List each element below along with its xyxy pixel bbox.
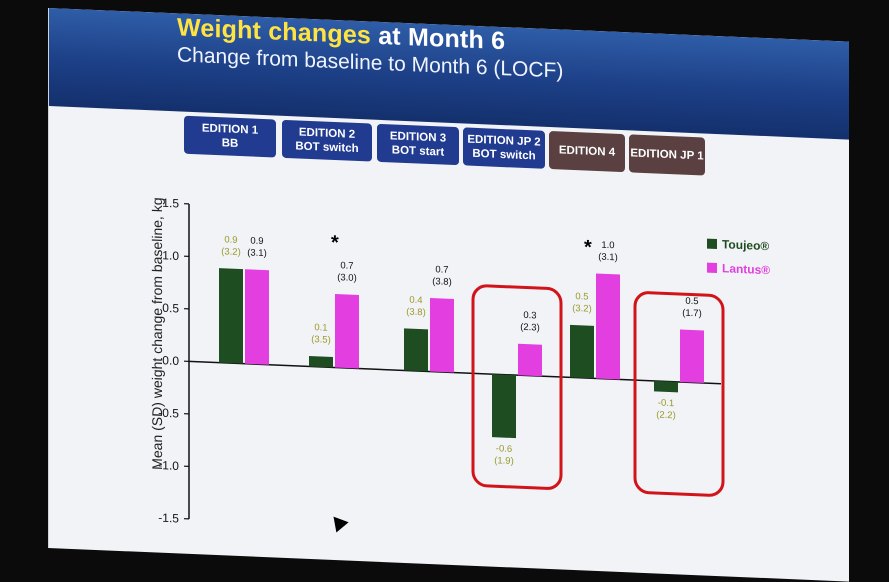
sd-label-toujeo-4: (1.9) (494, 455, 514, 467)
sd-label-lantus-1: (3.1) (247, 247, 267, 259)
data-label-toujeo-1: 0.9 (224, 234, 237, 246)
sd-label-lantus-4: (2.3) (520, 322, 540, 334)
sd-label-lantus-2: (3.0) (337, 272, 357, 284)
legend-swatch-lantus (707, 263, 717, 273)
legend-swatch-toujeo (707, 239, 717, 249)
bar-toujeo-4 (492, 374, 516, 438)
data-label-lantus-5: 1.0 (601, 240, 614, 252)
data-label-toujeo-5: 0.5 (575, 291, 588, 303)
highlight-box-6 (635, 292, 723, 496)
bar-toujeo-2 (309, 356, 333, 368)
data-label-lantus-4: 0.3 (523, 310, 536, 322)
y-tick-label: -1.5 (158, 511, 179, 526)
bar-lantus-6 (680, 329, 704, 383)
data-label-lantus-6: 0.5 (685, 296, 698, 308)
slide: Weight changes at Month 6 Change from ba… (48, 8, 849, 582)
highlight-box-4 (473, 285, 561, 489)
y-tick-label: 0.0 (162, 353, 179, 368)
bar-toujeo-5 (570, 325, 594, 379)
legend-label-toujeo: Toujeo® (722, 237, 769, 253)
data-label-toujeo-4: -0.6 (496, 443, 512, 455)
y-tick-label: 0.5 (162, 301, 179, 316)
bar-lantus-4 (518, 344, 542, 377)
y-tick-label: -0.5 (158, 406, 179, 421)
sd-label-toujeo-2: (3.5) (311, 334, 331, 346)
data-label-toujeo-2: 0.1 (314, 322, 327, 334)
data-label-lantus-2: 0.7 (340, 260, 353, 272)
bar-toujeo-3 (404, 328, 428, 371)
y-tick-label: 1.0 (162, 248, 179, 263)
data-label-lantus-1: 0.9 (250, 235, 263, 247)
sd-label-lantus-6: (1.7) (682, 308, 702, 320)
bar-toujeo-1 (219, 268, 243, 364)
bar-lantus-5 (596, 273, 620, 379)
bar-chart: 1.51.00.50.0-0.5-1.0-1.50.9(3.2)0.9(3.1)… (49, 8, 849, 582)
bar-lantus-2 (335, 294, 359, 369)
bar-toujeo-6 (654, 381, 678, 393)
data-label-lantus-3: 0.7 (435, 264, 448, 276)
data-label-toujeo-6: -0.1 (658, 398, 674, 410)
sd-label-toujeo-3: (3.8) (406, 307, 426, 319)
sd-label-toujeo-1: (3.2) (221, 246, 241, 258)
sd-label-toujeo-6: (2.2) (656, 409, 676, 421)
bar-lantus-3 (430, 298, 454, 373)
bar-lantus-1 (245, 269, 269, 365)
sd-label-lantus-5: (3.1) (598, 252, 618, 264)
y-tick-label: 1.5 (162, 196, 179, 211)
data-label-toujeo-3: 0.4 (409, 295, 422, 307)
y-tick-label: -1.0 (158, 458, 179, 473)
slide-screen: Weight changes at Month 6 Change from ba… (0, 0, 889, 527)
sd-label-lantus-3: (3.8) (432, 276, 452, 288)
legend-label-lantus: Lantus® (722, 261, 770, 277)
sd-label-toujeo-5: (3.2) (572, 303, 592, 315)
